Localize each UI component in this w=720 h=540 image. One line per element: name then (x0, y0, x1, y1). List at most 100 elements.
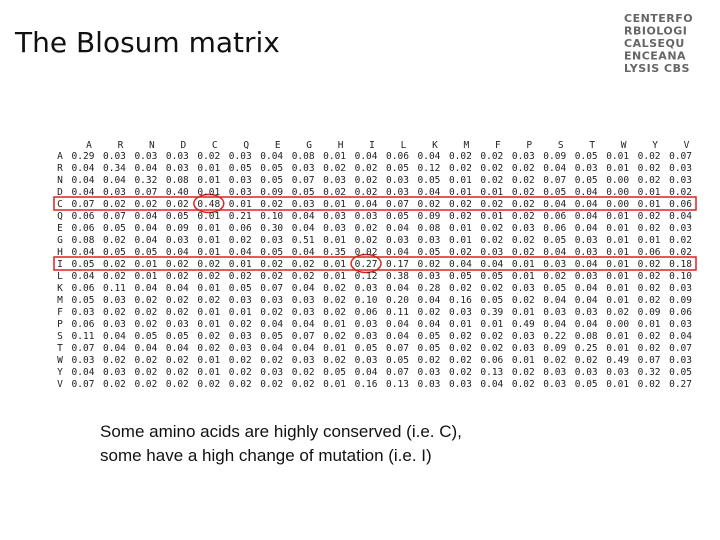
cell: 0.05 (386, 211, 409, 222)
cell: 0.03 (355, 331, 378, 342)
cell: 0.10 (669, 271, 692, 282)
cell: 0.03 (103, 319, 126, 330)
cell: 0.02 (512, 199, 535, 210)
cell: 0.01 (134, 259, 157, 270)
cell: 0.02 (480, 343, 503, 354)
cell: 0.02 (355, 223, 378, 234)
cell: 0.04 (386, 247, 409, 258)
cell: 0.02 (480, 175, 503, 186)
row-highlight (53, 196, 697, 211)
matrix: A R N D C Q E G H I L K M F P S T W Y VA 0.29 0.03 0.03 0.03 0.0… (53, 140, 697, 390)
cell: 0.00 (606, 199, 629, 210)
cell: 0.11 (386, 307, 409, 318)
cell: 0.02 (260, 271, 283, 282)
cell: 0.05 (543, 187, 566, 198)
cell: 0.07 (386, 199, 409, 210)
cell: 0.03 (229, 331, 252, 342)
cell: 0.02 (638, 271, 661, 282)
cell: 0.02 (418, 355, 441, 366)
cell: 0.02 (418, 199, 441, 210)
cell: 0.04 (134, 283, 157, 294)
cell: 0.09 (166, 223, 189, 234)
cell: 0.25 (575, 343, 598, 354)
cell: 0.01 (606, 247, 629, 258)
cell: 0.01 (197, 235, 220, 246)
cell: 0.02 (638, 151, 661, 162)
cell: 0.01 (229, 259, 252, 270)
cell: 0.02 (638, 175, 661, 186)
cell: 0.05 (134, 247, 157, 258)
cell: 0.04 (134, 163, 157, 174)
cell: 0.03 (292, 163, 315, 174)
cell: 0.13 (480, 367, 503, 378)
cell: 0.09 (543, 151, 566, 162)
cell: 0.01 (606, 163, 629, 174)
cell: 0.32 (134, 175, 157, 186)
cell: 0.02 (512, 187, 535, 198)
cell: 0.01 (480, 319, 503, 330)
cell: 0.02 (512, 247, 535, 258)
cell: 0.03 (449, 307, 472, 318)
cell: 0.02 (638, 223, 661, 234)
cell: 0.02 (449, 283, 472, 294)
cell: 0.06 (72, 211, 95, 222)
cell: 0.03 (575, 271, 598, 282)
cell: 0.03 (575, 367, 598, 378)
cell: 0.05 (260, 331, 283, 342)
cell: 0.03 (103, 187, 126, 198)
cell: 0.03 (543, 367, 566, 378)
cell: 0.11 (72, 331, 95, 342)
cell: 0.01 (606, 343, 629, 354)
cell: 0.01 (323, 259, 346, 270)
cell: 0.02 (260, 259, 283, 270)
cell: 0.21 (229, 211, 252, 222)
cell: 0.02 (197, 379, 220, 390)
cell: 0.01 (449, 235, 472, 246)
cell: 0.01 (197, 223, 220, 234)
column-header: D (180, 140, 186, 151)
cell: 0.02 (638, 343, 661, 354)
cell: 0.04 (355, 151, 378, 162)
cell: 0.02 (292, 367, 315, 378)
cell: 0.05 (229, 163, 252, 174)
cell: 0.07 (134, 187, 157, 198)
cell: 0.05 (386, 355, 409, 366)
cell: 0.04 (72, 271, 95, 282)
cell: 0.03 (543, 307, 566, 318)
cell: 0.02 (543, 355, 566, 366)
cell: 0.08 (418, 223, 441, 234)
cell: 0.32 (638, 367, 661, 378)
row-label: Y (57, 367, 63, 378)
cell: 0.01 (606, 235, 629, 246)
cell: 0.01 (323, 199, 346, 210)
column-header: Y (652, 140, 658, 151)
cell: 0.11 (103, 283, 126, 294)
cell: 0.02 (134, 367, 157, 378)
cell: 0.01 (606, 211, 629, 222)
cell: 0.40 (166, 187, 189, 198)
cell: 0.02 (638, 331, 661, 342)
cell: 0.02 (512, 379, 535, 390)
cell: 0.04 (166, 283, 189, 294)
cell: 0.03 (418, 235, 441, 246)
cell: 0.12 (418, 163, 441, 174)
cell: 0.07 (669, 151, 692, 162)
cell: 0.05 (418, 175, 441, 186)
cell: 0.03 (323, 175, 346, 186)
cell: 0.02 (229, 355, 252, 366)
cell: 0.09 (669, 295, 692, 306)
cell: 0.04 (72, 247, 95, 258)
row-label: M (57, 295, 63, 306)
cell: 0.02 (638, 295, 661, 306)
cell: 0.02 (166, 199, 189, 210)
cell: 0.06 (669, 307, 692, 318)
title: The Blosum matrix (14, 26, 280, 59)
cell: 0.06 (72, 319, 95, 330)
cell: 0.03 (166, 163, 189, 174)
cell: 0.00 (606, 319, 629, 330)
cell: 0.05 (669, 367, 692, 378)
cell: 0.02 (197, 259, 220, 270)
cell: 0.02 (355, 175, 378, 186)
cell: 0.04 (575, 283, 598, 294)
cell: 0.16 (449, 295, 472, 306)
